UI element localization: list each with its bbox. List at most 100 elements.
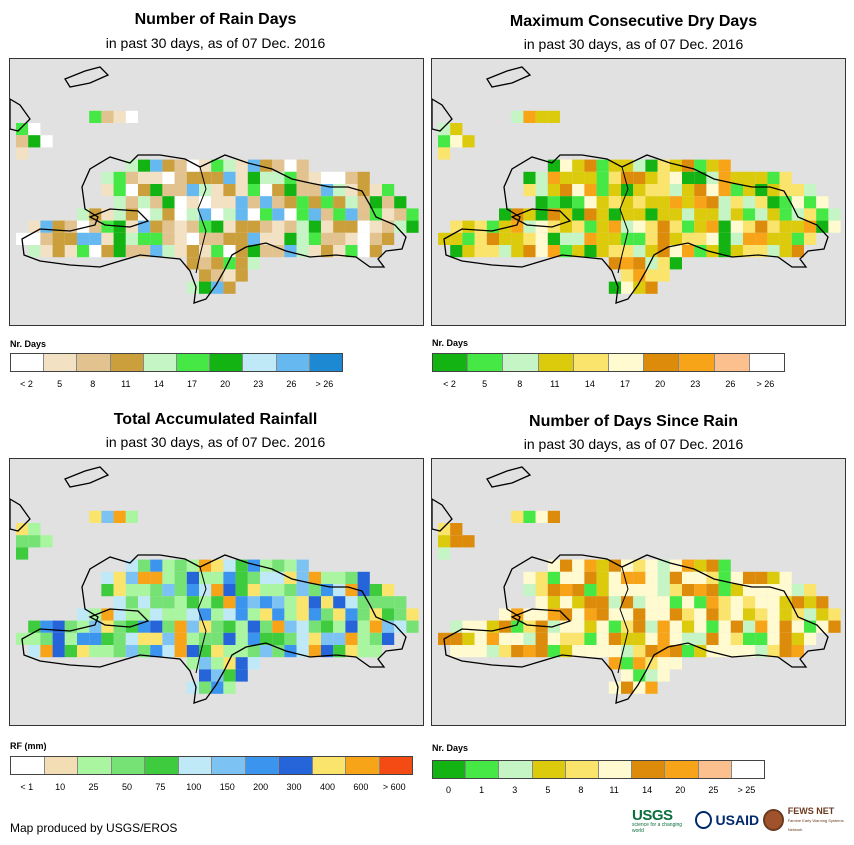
- grid-cell: [621, 657, 634, 670]
- grid-cell: [572, 232, 585, 245]
- map-days-since-rain: [431, 458, 846, 726]
- usaid-logo: USAID: [715, 812, 760, 828]
- grid-cell: [608, 681, 621, 694]
- legend-tick-label: > 26: [315, 379, 334, 389]
- grid-cell: [272, 196, 285, 209]
- grid-cell: [596, 196, 609, 209]
- grid-cell: [223, 608, 236, 621]
- grid-cell: [150, 171, 163, 184]
- grid-cell: [791, 232, 804, 245]
- coastline: [88, 608, 150, 628]
- country-border: [617, 566, 629, 674]
- grid-cell: [308, 220, 321, 233]
- grid-cell: [767, 632, 780, 645]
- grid-cell: [369, 184, 382, 197]
- grid-cell: [523, 171, 536, 184]
- grid-cell: [333, 620, 346, 633]
- coastline: [21, 154, 407, 304]
- usgs-logo: USGS science for a changing world: [632, 807, 691, 834]
- grid-cell: [706, 608, 719, 621]
- grid-cell: [718, 208, 731, 221]
- grid-cell: [706, 159, 719, 172]
- grid-cell: [730, 571, 743, 584]
- grid-cell: [633, 681, 646, 694]
- grid-cell: [284, 645, 297, 658]
- legend-tick-label: 50: [121, 782, 132, 792]
- grid-cell: [186, 596, 199, 609]
- grid-cell: [199, 208, 212, 221]
- grid-cell: [174, 608, 187, 621]
- grid-cell: [199, 220, 212, 233]
- grid-cell: [669, 220, 682, 233]
- grid-cell: [186, 184, 199, 197]
- grid-cell: [308, 245, 321, 258]
- grid-cell: [535, 171, 548, 184]
- grid-cell: [382, 632, 395, 645]
- grid-cell: [199, 632, 212, 645]
- grid-cell: [596, 632, 609, 645]
- legend-swatch: [433, 761, 467, 778]
- grid-cell: [572, 571, 585, 584]
- grid-cell: [272, 559, 285, 572]
- grid-cell: [186, 645, 199, 658]
- grid-cell: [77, 232, 90, 245]
- grid-cell: [333, 632, 346, 645]
- grid-cell: [125, 245, 138, 258]
- grid-cell: [174, 559, 187, 572]
- grid-cell: [77, 608, 90, 621]
- grid-cell: [669, 232, 682, 245]
- grid-cell: [669, 184, 682, 197]
- grid-cell: [804, 196, 817, 209]
- grid-cell: [223, 559, 236, 572]
- grid-cell: [499, 632, 512, 645]
- grid-cell: [669, 171, 682, 184]
- grid-cell: [645, 184, 658, 197]
- coastline: [21, 554, 407, 704]
- grid-cell: [296, 159, 309, 172]
- map-canvas: [10, 66, 419, 304]
- legend-tick-label: < 2: [20, 379, 33, 389]
- grid-cell: [308, 620, 321, 633]
- grid-cell: [547, 171, 560, 184]
- grid-cell: [669, 159, 682, 172]
- grid-cell: [511, 632, 524, 645]
- grid-cell: [535, 110, 548, 123]
- grid-cell: [101, 645, 114, 658]
- grid-cell: [572, 220, 585, 233]
- grid-cell: [174, 171, 187, 184]
- legend-swatch: [749, 354, 785, 371]
- grid-cell: [669, 196, 682, 209]
- grid-cell: [779, 620, 792, 633]
- grid-cell: [694, 184, 707, 197]
- legend-swatch: [245, 757, 279, 774]
- grid-cell: [260, 584, 273, 597]
- grid-cell: [223, 669, 236, 682]
- legend-swatch: [11, 757, 45, 774]
- grid-cell: [89, 220, 102, 233]
- grid-cell: [560, 245, 573, 258]
- grid-cell: [333, 645, 346, 658]
- grid-cell: [547, 245, 560, 258]
- grid-cell: [767, 196, 780, 209]
- grid-cell: [296, 184, 309, 197]
- grid-cell: [125, 232, 138, 245]
- grid-cell: [669, 608, 682, 621]
- grid-cell: [113, 232, 126, 245]
- grid-cell: [247, 220, 260, 233]
- grid-cell: [791, 596, 804, 609]
- grid-cell: [682, 645, 695, 658]
- grid-cell: [211, 171, 224, 184]
- grid-cell: [211, 559, 224, 572]
- grid-cell: [608, 245, 621, 258]
- grid-cell: [296, 559, 309, 572]
- grid-cell: [101, 584, 114, 597]
- grid-cell: [247, 645, 260, 658]
- grid-cell: [186, 208, 199, 221]
- grid-cell: [560, 232, 573, 245]
- grid-cell: [296, 208, 309, 221]
- grid-cell: [162, 571, 175, 584]
- grid-cell: [669, 559, 682, 572]
- grid-cell: [694, 620, 707, 633]
- grid-cell: [584, 571, 597, 584]
- grid-cell: [113, 571, 126, 584]
